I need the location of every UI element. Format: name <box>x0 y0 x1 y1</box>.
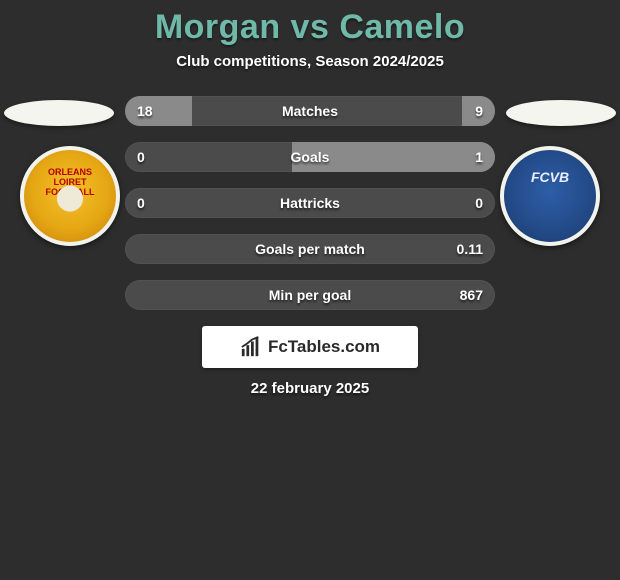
page-title: Morgan vs Camelo <box>0 8 620 47</box>
ball-icon <box>57 186 83 212</box>
stat-label: Goals per match <box>125 234 495 264</box>
stat-row: 189Matches <box>125 96 495 126</box>
stat-label: Min per goal <box>125 280 495 310</box>
brand-badge: FcTables.com <box>202 326 418 368</box>
stat-value-left <box>125 280 149 310</box>
team-badge-left-line1: ORLEANS <box>48 167 92 177</box>
subtitle: Club competitions, Season 2024/2025 <box>0 53 620 70</box>
team-badge-right-label: FCVB <box>504 170 596 185</box>
stat-row: 0.11Goals per match <box>125 234 495 264</box>
stat-value-right: 0.11 <box>445 234 495 264</box>
stat-rows: 189Matches01Goals00Hattricks0.11Goals pe… <box>125 96 495 310</box>
brand-text: FcTables.com <box>268 337 380 357</box>
date-text: 22 february 2025 <box>0 380 620 397</box>
team-badge-left: ORLEANS LOIRET FOOTBALL <box>20 146 120 246</box>
stat-value-right: 9 <box>463 96 495 126</box>
stat-row: 01Goals <box>125 142 495 172</box>
stat-row: 0 0Hattricks <box>125 188 495 218</box>
stat-row: 867Min per goal <box>125 280 495 310</box>
stat-value-right: 1 <box>463 142 495 172</box>
stat-value-left <box>125 234 149 264</box>
podium-right <box>506 100 616 126</box>
stat-value-left: 18 <box>125 96 165 126</box>
chart-icon <box>240 336 262 358</box>
team-badge-right: FCVB <box>500 146 600 246</box>
podium-left <box>4 100 114 126</box>
arena: ORLEANS LOIRET FOOTBALL FCVB 189Matches0… <box>0 96 620 310</box>
comparison-card: Morgan vs Camelo Club competitions, Seas… <box>0 0 620 397</box>
stat-value-right: 0 <box>463 188 495 218</box>
stat-value-right: 867 <box>448 280 495 310</box>
stat-value-left: 0 <box>125 142 157 172</box>
stat-value-left: 0 <box>125 188 157 218</box>
stat-label: Hattricks <box>125 188 495 218</box>
